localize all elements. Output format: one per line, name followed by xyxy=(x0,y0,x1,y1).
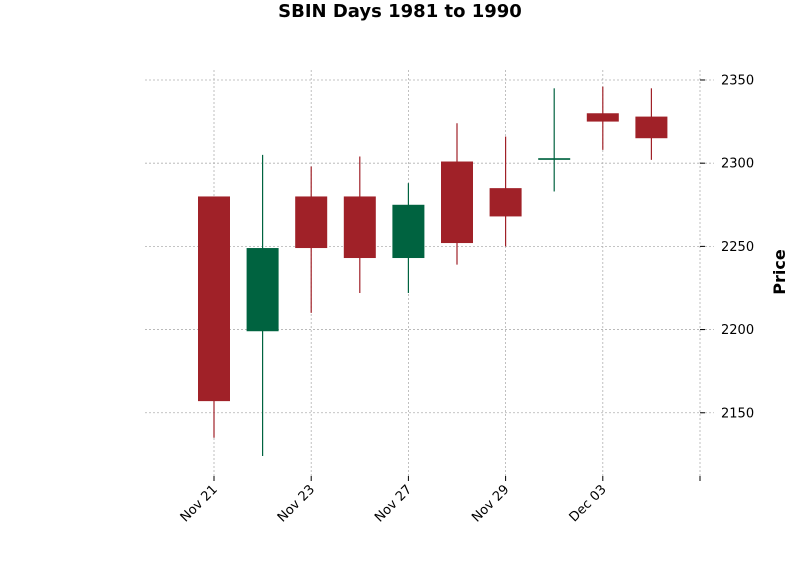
candle xyxy=(198,196,230,438)
candle-layer xyxy=(198,86,668,457)
candle xyxy=(489,136,522,247)
x-tick-label: Nov 29 xyxy=(469,482,512,525)
candle-body xyxy=(343,196,376,259)
candle-body xyxy=(538,158,571,160)
grid-layer xyxy=(145,70,714,476)
candle-body xyxy=(198,196,230,402)
y-axis-label: Price xyxy=(770,249,789,295)
candle xyxy=(538,88,571,192)
candle xyxy=(586,86,619,150)
candle xyxy=(441,123,473,265)
y-tick-label: 2300 xyxy=(721,157,754,172)
y-tick-label: 2150 xyxy=(721,406,754,421)
candle-body xyxy=(246,248,279,332)
candle-body xyxy=(392,204,425,259)
candle-body xyxy=(635,116,668,139)
candle-body xyxy=(489,188,522,217)
x-tick-label: Nov 23 xyxy=(275,482,318,525)
candle xyxy=(635,88,668,160)
y-tick-label: 2200 xyxy=(721,323,754,338)
y-tick-label: 2350 xyxy=(721,73,754,88)
candle xyxy=(246,154,279,457)
candle-body xyxy=(441,161,473,244)
candle-body xyxy=(295,196,328,249)
x-tick-label: Dec 03 xyxy=(567,482,610,525)
y-tick-label: 2250 xyxy=(721,240,754,255)
candle-body xyxy=(586,113,619,122)
candle xyxy=(295,166,328,313)
candle xyxy=(392,183,425,293)
candle xyxy=(343,156,376,293)
chart-title: SBIN Days 1981 to 1990 xyxy=(278,1,522,22)
x-tick-label: Nov 21 xyxy=(178,482,221,525)
x-tick-label: Nov 27 xyxy=(372,482,415,525)
